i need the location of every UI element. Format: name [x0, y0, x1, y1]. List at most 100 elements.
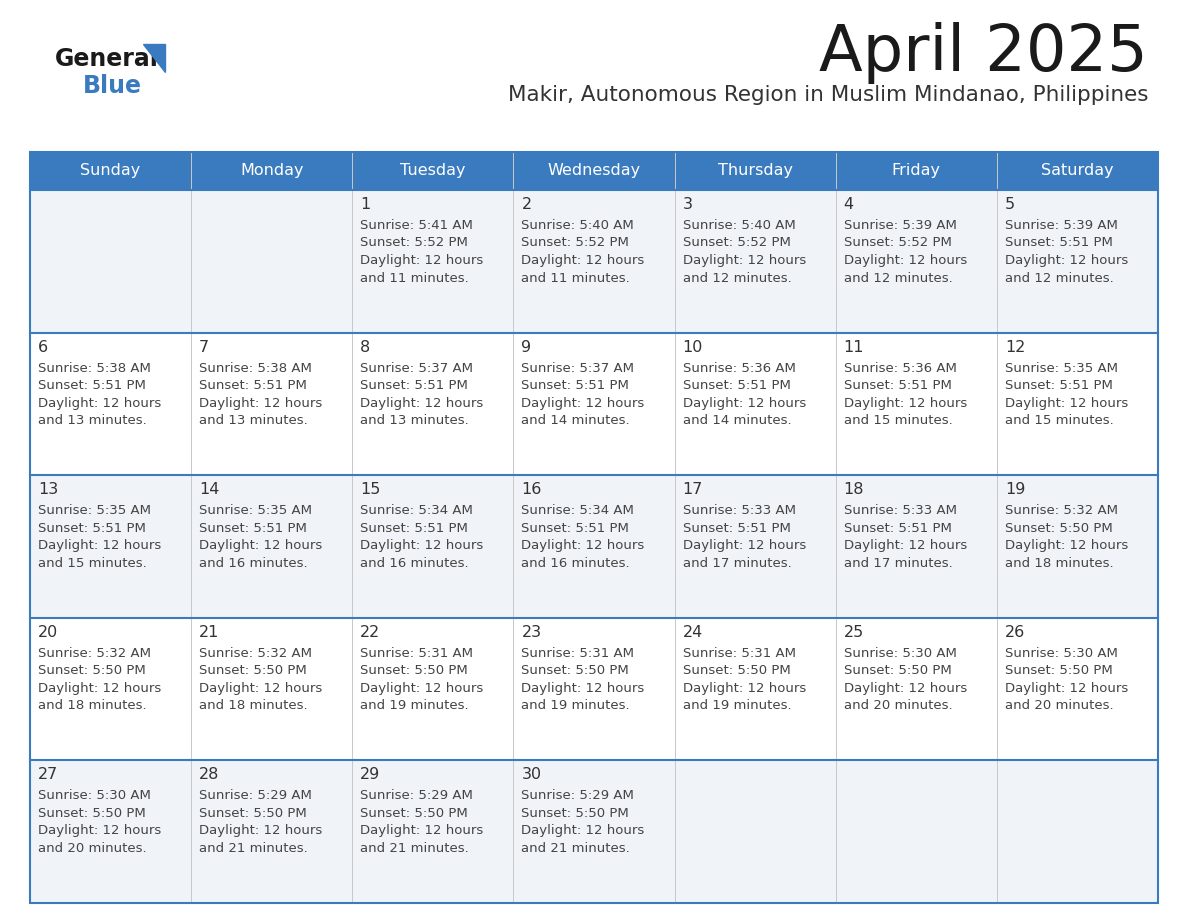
Text: and 21 minutes.: and 21 minutes. — [360, 842, 469, 855]
Text: Sunset: 5:50 PM: Sunset: 5:50 PM — [683, 665, 790, 677]
Text: Sunrise: 5:32 AM: Sunrise: 5:32 AM — [200, 647, 312, 660]
Text: and 13 minutes.: and 13 minutes. — [200, 414, 308, 427]
Text: and 18 minutes.: and 18 minutes. — [38, 700, 146, 712]
Text: Daylight: 12 hours: Daylight: 12 hours — [1005, 539, 1129, 553]
Text: Sunset: 5:50 PM: Sunset: 5:50 PM — [200, 807, 307, 820]
Text: Daylight: 12 hours: Daylight: 12 hours — [38, 539, 162, 553]
Text: Sunrise: 5:36 AM: Sunrise: 5:36 AM — [683, 362, 796, 375]
Text: 26: 26 — [1005, 625, 1025, 640]
Text: Sunset: 5:51 PM: Sunset: 5:51 PM — [38, 521, 146, 534]
Text: and 18 minutes.: and 18 minutes. — [1005, 556, 1113, 570]
Text: and 16 minutes.: and 16 minutes. — [522, 556, 630, 570]
Text: Daylight: 12 hours: Daylight: 12 hours — [360, 824, 484, 837]
Text: Sunset: 5:51 PM: Sunset: 5:51 PM — [522, 379, 630, 392]
Text: 11: 11 — [843, 340, 864, 354]
Text: Daylight: 12 hours: Daylight: 12 hours — [1005, 682, 1129, 695]
Text: Sunrise: 5:38 AM: Sunrise: 5:38 AM — [200, 362, 312, 375]
Text: Sunrise: 5:31 AM: Sunrise: 5:31 AM — [522, 647, 634, 660]
Text: Daylight: 12 hours: Daylight: 12 hours — [683, 397, 805, 409]
Text: 16: 16 — [522, 482, 542, 498]
Text: Sunset: 5:51 PM: Sunset: 5:51 PM — [843, 379, 952, 392]
Bar — [30, 152, 1158, 903]
Text: Sunrise: 5:41 AM: Sunrise: 5:41 AM — [360, 219, 473, 232]
Text: and 12 minutes.: and 12 minutes. — [1005, 272, 1113, 285]
Bar — [30, 760, 1158, 903]
Text: Daylight: 12 hours: Daylight: 12 hours — [200, 682, 322, 695]
Text: and 15 minutes.: and 15 minutes. — [38, 556, 147, 570]
Text: and 12 minutes.: and 12 minutes. — [683, 272, 791, 285]
Text: Daylight: 12 hours: Daylight: 12 hours — [38, 824, 162, 837]
Text: Thursday: Thursday — [718, 163, 792, 178]
Text: Sunset: 5:51 PM: Sunset: 5:51 PM — [1005, 237, 1113, 250]
Text: and 19 minutes.: and 19 minutes. — [360, 700, 469, 712]
Text: and 11 minutes.: and 11 minutes. — [360, 272, 469, 285]
Text: Sunset: 5:50 PM: Sunset: 5:50 PM — [360, 807, 468, 820]
Polygon shape — [143, 44, 165, 72]
Text: Sunrise: 5:31 AM: Sunrise: 5:31 AM — [360, 647, 473, 660]
Text: and 13 minutes.: and 13 minutes. — [360, 414, 469, 427]
Text: and 18 minutes.: and 18 minutes. — [200, 700, 308, 712]
Text: Sunrise: 5:30 AM: Sunrise: 5:30 AM — [38, 789, 151, 802]
Text: 15: 15 — [360, 482, 380, 498]
Text: Tuesday: Tuesday — [400, 163, 466, 178]
Text: 7: 7 — [200, 340, 209, 354]
Text: 22: 22 — [360, 625, 380, 640]
Text: and 21 minutes.: and 21 minutes. — [200, 842, 308, 855]
Text: and 13 minutes.: and 13 minutes. — [38, 414, 147, 427]
Text: Daylight: 12 hours: Daylight: 12 hours — [38, 682, 162, 695]
Text: Sunset: 5:50 PM: Sunset: 5:50 PM — [522, 807, 630, 820]
Text: Daylight: 12 hours: Daylight: 12 hours — [843, 539, 967, 553]
Text: Sunset: 5:51 PM: Sunset: 5:51 PM — [683, 521, 790, 534]
Text: Daylight: 12 hours: Daylight: 12 hours — [683, 682, 805, 695]
Text: Daylight: 12 hours: Daylight: 12 hours — [683, 539, 805, 553]
Text: Daylight: 12 hours: Daylight: 12 hours — [683, 254, 805, 267]
Text: Sunset: 5:52 PM: Sunset: 5:52 PM — [522, 237, 630, 250]
Text: 29: 29 — [360, 767, 380, 782]
Text: Sunrise: 5:29 AM: Sunrise: 5:29 AM — [200, 789, 312, 802]
Text: and 12 minutes.: and 12 minutes. — [843, 272, 953, 285]
Text: and 19 minutes.: and 19 minutes. — [522, 700, 630, 712]
Text: Sunset: 5:52 PM: Sunset: 5:52 PM — [360, 237, 468, 250]
Text: 23: 23 — [522, 625, 542, 640]
Text: Sunset: 5:50 PM: Sunset: 5:50 PM — [360, 665, 468, 677]
Text: and 11 minutes.: and 11 minutes. — [522, 272, 630, 285]
Text: 3: 3 — [683, 197, 693, 212]
Text: Sunset: 5:51 PM: Sunset: 5:51 PM — [200, 521, 307, 534]
Text: Sunrise: 5:38 AM: Sunrise: 5:38 AM — [38, 362, 151, 375]
Text: Sunset: 5:51 PM: Sunset: 5:51 PM — [360, 521, 468, 534]
Text: Sunrise: 5:39 AM: Sunrise: 5:39 AM — [843, 219, 956, 232]
Text: Sunrise: 5:31 AM: Sunrise: 5:31 AM — [683, 647, 796, 660]
Text: 28: 28 — [200, 767, 220, 782]
Text: Saturday: Saturday — [1041, 163, 1113, 178]
Text: Sunrise: 5:35 AM: Sunrise: 5:35 AM — [200, 504, 312, 517]
Text: and 15 minutes.: and 15 minutes. — [1005, 414, 1113, 427]
Text: Sunset: 5:50 PM: Sunset: 5:50 PM — [200, 665, 307, 677]
Text: April 2025: April 2025 — [820, 22, 1148, 84]
Text: Daylight: 12 hours: Daylight: 12 hours — [522, 397, 645, 409]
Text: Daylight: 12 hours: Daylight: 12 hours — [1005, 397, 1129, 409]
Text: 17: 17 — [683, 482, 703, 498]
Text: Sunset: 5:51 PM: Sunset: 5:51 PM — [522, 521, 630, 534]
Text: 13: 13 — [38, 482, 58, 498]
Bar — [30, 190, 1158, 332]
Text: Sunrise: 5:36 AM: Sunrise: 5:36 AM — [843, 362, 956, 375]
Text: Daylight: 12 hours: Daylight: 12 hours — [38, 397, 162, 409]
Text: Sunrise: 5:30 AM: Sunrise: 5:30 AM — [843, 647, 956, 660]
Text: Wednesday: Wednesday — [548, 163, 640, 178]
Text: and 15 minutes.: and 15 minutes. — [843, 414, 953, 427]
Text: and 16 minutes.: and 16 minutes. — [360, 556, 469, 570]
Text: 21: 21 — [200, 625, 220, 640]
Text: Daylight: 12 hours: Daylight: 12 hours — [843, 254, 967, 267]
Text: Sunset: 5:51 PM: Sunset: 5:51 PM — [38, 379, 146, 392]
Text: Sunrise: 5:40 AM: Sunrise: 5:40 AM — [522, 219, 634, 232]
Text: Sunrise: 5:32 AM: Sunrise: 5:32 AM — [1005, 504, 1118, 517]
Text: Sunrise: 5:34 AM: Sunrise: 5:34 AM — [360, 504, 473, 517]
Text: Sunrise: 5:40 AM: Sunrise: 5:40 AM — [683, 219, 795, 232]
Text: Sunrise: 5:33 AM: Sunrise: 5:33 AM — [843, 504, 956, 517]
Text: 20: 20 — [38, 625, 58, 640]
Text: Sunrise: 5:30 AM: Sunrise: 5:30 AM — [1005, 647, 1118, 660]
Text: 9: 9 — [522, 340, 531, 354]
Text: Daylight: 12 hours: Daylight: 12 hours — [360, 254, 484, 267]
Text: Sunrise: 5:34 AM: Sunrise: 5:34 AM — [522, 504, 634, 517]
Text: Daylight: 12 hours: Daylight: 12 hours — [843, 682, 967, 695]
